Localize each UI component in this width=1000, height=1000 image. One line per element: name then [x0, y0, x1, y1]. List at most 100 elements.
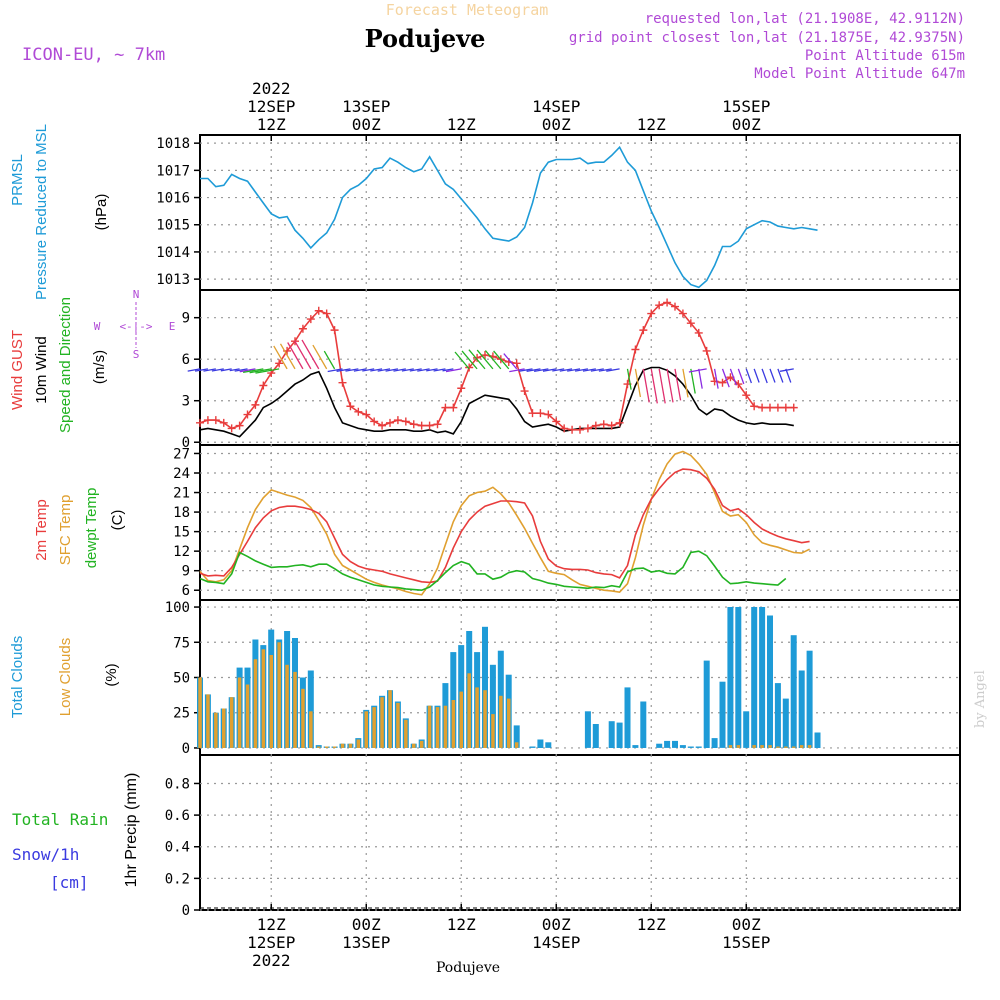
wind-arrow [442, 368, 454, 372]
top-time-label: 2022 [252, 79, 291, 98]
y-tick-label: 1017 [156, 163, 190, 179]
pressure-label: (hPa) [93, 194, 110, 231]
wind-arrow [194, 368, 209, 372]
total-cloud-bar [608, 721, 615, 748]
wind-arrow [753, 368, 760, 383]
y-tick-label: 1013 [156, 272, 190, 288]
total-cloud-bar [790, 635, 797, 748]
top-time-label: 15SEP [722, 97, 770, 116]
total-cloud-bar [489, 664, 496, 748]
temperature-label: SFC Temp [57, 495, 74, 566]
y-tick-label: 1014 [156, 245, 190, 261]
wind-arrow [745, 368, 753, 384]
y-tick-label: 0.2 [165, 871, 190, 887]
low-cloud-bar [356, 739, 361, 748]
wind-arrow [658, 368, 666, 404]
y-tick-label: 1018 [156, 136, 190, 152]
wind-arrow [454, 351, 470, 370]
wind-arrow [574, 368, 589, 372]
gust-point [354, 407, 363, 416]
wind-label: Speed and Direction [57, 297, 74, 433]
requested-coords: requested lon,lat (21.1908E, 42.9112N) [645, 11, 965, 27]
wind-arrow [294, 340, 312, 370]
y-tick-label: 0 [182, 903, 190, 919]
gust-point [781, 403, 790, 412]
wind-arrow [634, 368, 642, 398]
wind-arrow [476, 349, 494, 370]
low-cloud-bar [507, 698, 511, 748]
gust-point [583, 424, 592, 433]
low-cloud-bar [245, 684, 250, 748]
wind-arrow [377, 368, 391, 372]
gust-point [227, 424, 236, 433]
clouds-label: (%) [103, 663, 120, 686]
total-cloud-bar [672, 740, 678, 748]
total-cloud-bar [529, 746, 536, 748]
y-tick-label: 9 [182, 311, 190, 327]
y-tick-label: 0.8 [165, 776, 190, 792]
y-tick-label: 1015 [156, 218, 190, 234]
point-altitude: Point Altitude 615m [805, 48, 965, 64]
bottom-time-label: 12Z [447, 915, 476, 934]
low-cloud-bar [736, 745, 741, 748]
wind-arrow [401, 368, 414, 372]
gust-point [560, 424, 569, 433]
gust-point [639, 326, 648, 335]
wind-compass: N W E S <-|-> [94, 288, 176, 361]
gust-point [259, 381, 268, 390]
precip-legend-item: Total Rain [12, 810, 108, 829]
gust-point [409, 420, 418, 429]
top-time-label: 14SEP [532, 97, 580, 116]
wind-arrow [234, 368, 248, 372]
low-cloud-bar [198, 677, 202, 748]
y-tick-label: 9 [182, 564, 190, 580]
temperature-panel [199, 444, 961, 601]
gust-point [647, 309, 656, 318]
low-cloud-bar [253, 659, 258, 748]
low-cloud-bar [340, 743, 345, 748]
grid-point-coords: grid point closest lon,lat (21.1875E, 42… [569, 30, 965, 46]
clouds-label: Low Clouds [57, 638, 74, 716]
low-cloud-bar [404, 719, 408, 748]
top-time-label: 00Z [352, 115, 381, 134]
gust-point [235, 421, 244, 430]
total-cloud-bar [727, 607, 734, 748]
low-cloud-bar [419, 740, 424, 748]
wind-arrow [273, 345, 288, 370]
y-tick-label: 6 [182, 583, 190, 599]
gust-point [370, 417, 379, 426]
gust-point [417, 421, 426, 430]
wind-arrow [287, 342, 304, 370]
wind-arrow [698, 368, 703, 389]
low-cloud-bar [237, 677, 242, 748]
top-time-label: 00Z [732, 115, 761, 134]
total-cloud-bar [307, 670, 314, 748]
bottom-time-label: 12SEP [247, 933, 295, 952]
gust-point [425, 421, 434, 430]
wind-arrow [187, 368, 201, 372]
y-tick-label: 0 [182, 741, 190, 757]
low-cloud-bar [214, 712, 218, 748]
wind-arrow [769, 368, 776, 383]
prmsl-line [200, 145, 818, 289]
y-tick-label: 21 [173, 486, 190, 502]
wind-arrow [729, 368, 738, 386]
low-cloud-bar [388, 690, 392, 748]
low-cloud-bar [364, 711, 368, 748]
low-cloud-bar [768, 745, 772, 748]
pressure-label: PRMSL [9, 154, 26, 206]
top-time-label: 13SEP [342, 97, 390, 116]
gust-point [338, 378, 347, 387]
temperature-label: dewpt Temp [83, 488, 100, 569]
wind-label: 10m Wind [33, 336, 50, 404]
wind-label: Wind GUST [9, 330, 26, 410]
gust-point [386, 418, 394, 427]
pressure-label: Pressure Reduced to MSL [33, 124, 50, 300]
low-cloud-bar [348, 743, 353, 748]
gust-point [615, 418, 624, 427]
precip-panel [199, 754, 961, 911]
total-cloud-bar [592, 724, 599, 748]
gust-point [655, 301, 664, 310]
top-time-label: 12Z [257, 115, 286, 134]
